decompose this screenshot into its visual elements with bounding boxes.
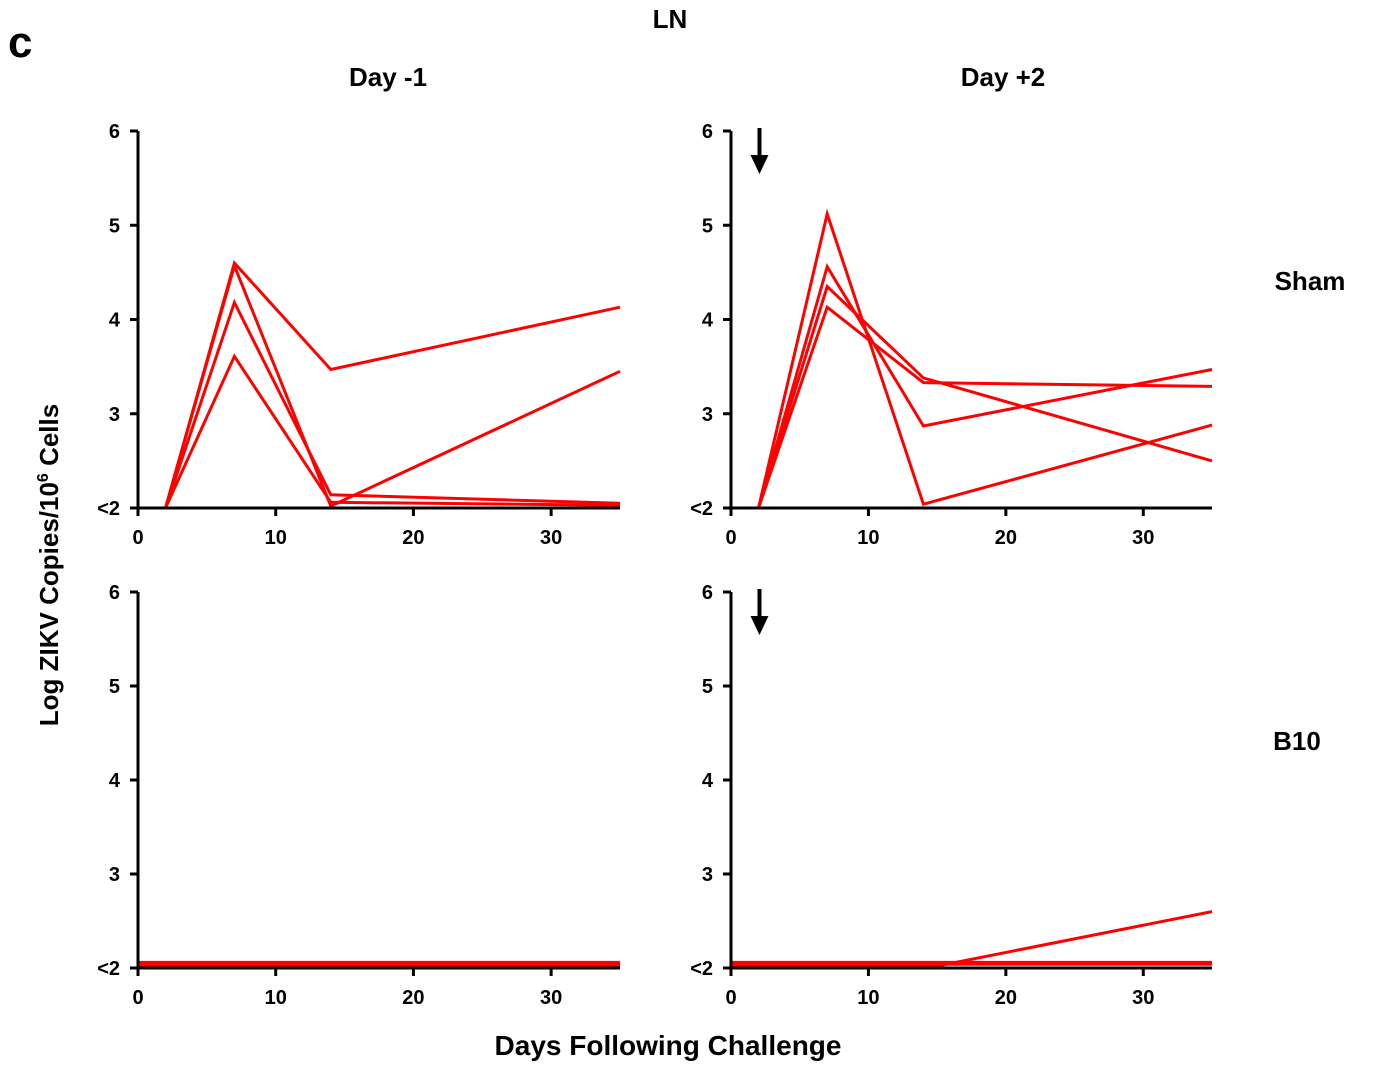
x-tick-label: 30 bbox=[1132, 527, 1154, 549]
series-line-0-1 bbox=[138, 261, 621, 510]
x-tick-label: 20 bbox=[402, 987, 424, 1009]
y-tick-label: 4 bbox=[109, 310, 121, 332]
row-label-b10: B10 bbox=[1273, 726, 1321, 756]
row-label-sham: Sham bbox=[1275, 266, 1346, 296]
y-tick-label: 4 bbox=[109, 770, 121, 792]
x-tick-label: 0 bbox=[725, 527, 736, 549]
y-axis-title-superscript: 6 bbox=[35, 473, 52, 482]
y-tick-label: 3 bbox=[702, 404, 713, 426]
y-axis-title-main: Log ZIKV Copies/10 bbox=[34, 482, 64, 726]
figure-title: LN bbox=[653, 4, 688, 34]
x-tick-label: 0 bbox=[725, 987, 736, 1009]
series-line-1-1 bbox=[731, 262, 1213, 510]
chart-panel-1: <2 3 4 5 6 0 10 20 30 bbox=[690, 121, 1213, 549]
x-axis-title: Days Following Challenge bbox=[495, 1030, 842, 1061]
y-tick-label: 3 bbox=[109, 404, 120, 426]
column-title-day-minus-1: Day -1 bbox=[349, 62, 427, 92]
y-tick-label: 6 bbox=[702, 582, 713, 604]
chart-panel-0: <2 3 4 5 6 0 10 20 30 bbox=[97, 121, 621, 549]
down-arrow-icon bbox=[750, 616, 769, 635]
series-line-3-0 bbox=[731, 910, 1213, 968]
y-tick-label: 6 bbox=[109, 121, 120, 143]
x-tick-label: 30 bbox=[1132, 987, 1154, 1009]
down-arrow-icon bbox=[750, 155, 769, 174]
x-tick-label: 0 bbox=[132, 987, 143, 1009]
y-tick-label: <2 bbox=[97, 958, 120, 980]
panel-letter: c bbox=[8, 18, 32, 67]
x-tick-label: 10 bbox=[857, 987, 879, 1009]
y-tick-label: 6 bbox=[702, 121, 713, 143]
y-axis-title: Log ZIKV Copies/106 Cells bbox=[34, 404, 64, 726]
y-tick-label: 5 bbox=[702, 676, 713, 698]
x-tick-label: 0 bbox=[132, 527, 143, 549]
y-tick-label: 3 bbox=[702, 864, 713, 886]
x-tick-label: 10 bbox=[857, 527, 879, 549]
y-tick-label: 5 bbox=[702, 215, 713, 237]
series-line-0-0 bbox=[138, 259, 621, 510]
chart-panel-2: <2 3 4 5 6 0 10 20 30 bbox=[97, 582, 620, 1009]
x-tick-label: 20 bbox=[402, 527, 424, 549]
x-tick-label: 20 bbox=[995, 527, 1017, 549]
y-tick-label: 3 bbox=[109, 864, 120, 886]
x-tick-label: 10 bbox=[265, 987, 287, 1009]
series-line-1-3 bbox=[731, 304, 1213, 510]
y-tick-label: <2 bbox=[97, 498, 120, 520]
y-tick-label: <2 bbox=[690, 498, 713, 520]
x-tick-label: 30 bbox=[540, 527, 562, 549]
y-tick-label: 4 bbox=[702, 770, 714, 792]
x-tick-label: 10 bbox=[265, 527, 287, 549]
x-tick-label: 30 bbox=[540, 987, 562, 1009]
y-tick-label: 6 bbox=[109, 582, 120, 604]
y-tick-label: 5 bbox=[109, 215, 120, 237]
x-tick-label: 20 bbox=[995, 987, 1017, 1009]
y-tick-label: 5 bbox=[109, 676, 120, 698]
column-title-day-plus-2: Day +2 bbox=[961, 62, 1046, 92]
y-tick-label: 4 bbox=[702, 310, 714, 332]
y-axis-title-tail: Cells bbox=[34, 404, 64, 473]
y-tick-label: <2 bbox=[690, 958, 713, 980]
chart-panel-3: <2 3 4 5 6 0 10 20 30 bbox=[690, 582, 1213, 1009]
